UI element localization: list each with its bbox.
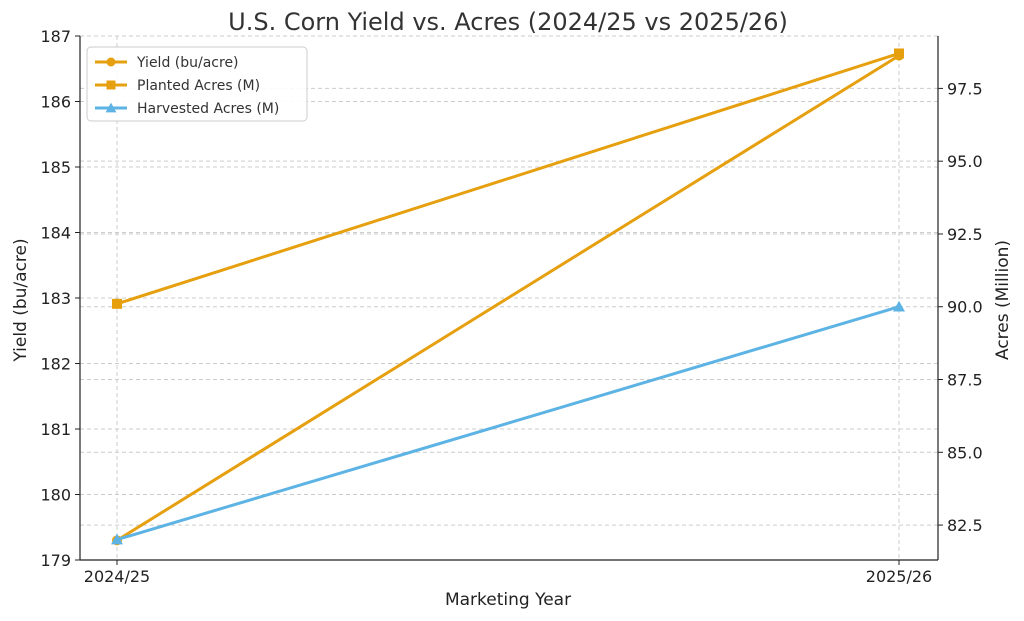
- y-right-tick-label: 82.5: [947, 516, 983, 535]
- y-left-tick-label: 186: [40, 93, 71, 112]
- legend-marker: [106, 80, 116, 90]
- y-left-tick-label: 179: [40, 551, 71, 570]
- data-point-2: [111, 533, 123, 545]
- y-right-tick-label: 90.0: [947, 298, 983, 317]
- legend-marker: [105, 102, 117, 113]
- y-right-tick-label: 87.5: [947, 371, 983, 390]
- y-right-tick-label: 92.5: [947, 225, 983, 244]
- y-right-tick-label: 85.0: [947, 443, 983, 462]
- x-tick-label: 2024/25: [84, 567, 150, 586]
- legend-label: Harvested Acres (M): [137, 101, 279, 117]
- y-left-tick-label: 180: [40, 486, 71, 505]
- legend-box: [86, 46, 308, 122]
- chart-title: U.S. Corn Yield vs. Acres (2024/25 vs 20…: [228, 8, 788, 36]
- x-axis-title: Marketing Year: [445, 590, 571, 610]
- y-left-tick-label: 183: [40, 289, 71, 308]
- axes: 179 180 181 182 183 184 185 186 187 82.5 85.0 87.5 9…: [40, 27, 982, 586]
- y-left-tick-label: 187: [40, 27, 71, 46]
- data-point-1: [112, 298, 122, 309]
- series-layer: [111, 48, 905, 546]
- y-right-tick-label: 95.0: [947, 152, 983, 171]
- y-left-tick-label: 181: [40, 420, 71, 439]
- y-axis-right-title: Acres (Million): [993, 240, 1013, 360]
- legend-label: Yield (bu/acre): [136, 55, 239, 71]
- series-line-1: [116, 52, 900, 306]
- data-point-2: [893, 300, 905, 312]
- y-left-tick-label: 184: [40, 224, 71, 243]
- grid: [80, 35, 938, 561]
- legend-label: Planted Acres (M): [137, 78, 260, 94]
- y-right-tick-label: 97.5: [947, 79, 983, 98]
- data-point-1: [894, 48, 904, 59]
- x-tick-label: 2025/26: [866, 567, 932, 586]
- y-left-tick-label: 182: [40, 355, 71, 374]
- y-axis-left-title: Yield (bu/acre): [11, 238, 31, 362]
- y-left-tick-label: 185: [40, 158, 71, 177]
- series-line-0: [116, 54, 900, 542]
- legend: Yield (bu/acre) Planted Acres (M) Harveste…: [86, 46, 308, 122]
- series-line-2: [116, 305, 900, 542]
- legend-marker: [106, 57, 116, 67]
